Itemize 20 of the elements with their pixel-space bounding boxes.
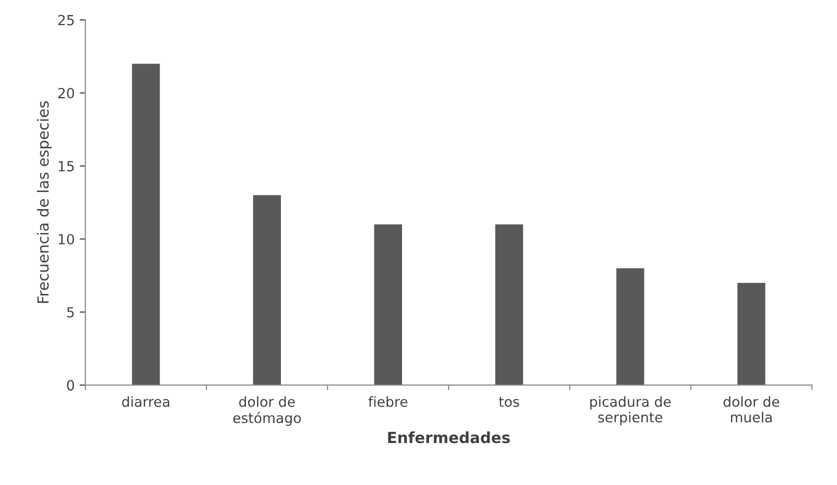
bar xyxy=(616,268,644,386)
bar xyxy=(737,282,766,386)
bar xyxy=(132,64,160,386)
y-tick-label: 15 xyxy=(58,161,74,172)
x-tick-label: picadura de serpiente xyxy=(590,396,671,426)
x-tick-label: tos xyxy=(498,397,520,407)
bar xyxy=(253,195,281,386)
bar xyxy=(495,224,524,386)
y-tick-label: 25 xyxy=(58,14,74,26)
y-tick-label: 5 xyxy=(67,307,74,318)
y-tick-label: 20 xyxy=(58,88,74,98)
y-tick-label: 10 xyxy=(58,234,74,244)
y-tick-label: 0 xyxy=(67,380,74,391)
x-tick-label: dolor de estómago xyxy=(233,396,301,426)
x-tick-label: diarrea xyxy=(122,396,170,407)
y-axis-title: Frecuencia de las especies xyxy=(36,101,52,303)
bar xyxy=(374,224,402,386)
x-axis-title: Enfermedades xyxy=(388,431,510,444)
x-tick-label: dolor de muela xyxy=(724,396,780,423)
x-tick-label: fiebre xyxy=(368,396,408,407)
